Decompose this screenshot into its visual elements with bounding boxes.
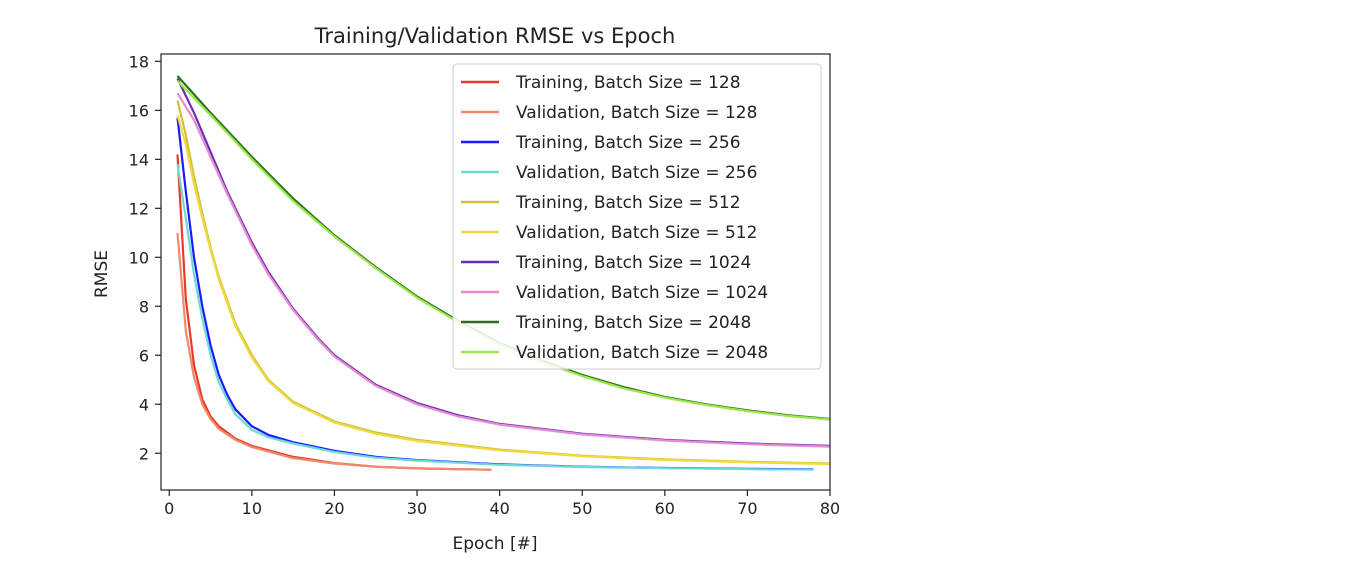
x-tick-label-20: 20 bbox=[324, 499, 344, 518]
legend-label-4: Validation, Batch Size = 256 bbox=[516, 163, 757, 183]
legend-label-10: Validation, Batch Size = 2048 bbox=[516, 343, 768, 363]
series-line-8 bbox=[176, 92, 831, 448]
legend-label-7: Training, Batch Size = 1024 bbox=[515, 253, 751, 273]
series-line-4 bbox=[176, 164, 814, 471]
legend: Training, Batch Size = 128 Validation, Ba… bbox=[452, 63, 822, 370]
plot-frame bbox=[160, 53, 831, 491]
x-axis-label: Epoch [#] bbox=[453, 534, 538, 554]
y-tick-label-10: 10 bbox=[129, 248, 149, 267]
y-tick-label-6: 6 bbox=[139, 346, 149, 365]
y-tick-label-16: 16 bbox=[129, 101, 149, 120]
chart-title: Training/Validation RMSE vs Epoch bbox=[314, 24, 676, 48]
legend-label-6: Validation, Batch Size = 512 bbox=[516, 223, 757, 243]
x-tick-label-40: 40 bbox=[489, 499, 509, 518]
x-tick-label-80: 80 bbox=[820, 499, 840, 518]
series-line-2 bbox=[176, 232, 492, 471]
legend-label-2: Validation, Batch Size = 128 bbox=[516, 103, 757, 123]
series-line-6 bbox=[176, 114, 831, 466]
x-tick-label-0: 0 bbox=[164, 499, 174, 518]
y-tick-label-18: 18 bbox=[129, 52, 149, 71]
x-tick-label-10: 10 bbox=[242, 499, 262, 518]
legend-label-9: Training, Batch Size = 2048 bbox=[515, 313, 751, 333]
axes: 0 10 20 30 40 50 60 70 80 2 4 6 8 10 12 14 16 18 bbox=[129, 52, 841, 518]
y-tick-label-8: 8 bbox=[139, 297, 149, 316]
legend-label-1: Training, Batch Size = 128 bbox=[515, 73, 741, 93]
x-tick-label-30: 30 bbox=[407, 499, 427, 518]
legend-box bbox=[452, 63, 822, 370]
legend-label-3: Training, Batch Size = 256 bbox=[515, 133, 741, 153]
x-tick-label-60: 60 bbox=[655, 499, 675, 518]
legend-label-5: Training, Batch Size = 512 bbox=[515, 193, 741, 213]
y-tick-label-4: 4 bbox=[139, 395, 149, 414]
y-tick-label-12: 12 bbox=[129, 199, 149, 218]
y-axis-label: RMSE bbox=[92, 250, 112, 298]
y-tick-label-2: 2 bbox=[139, 444, 149, 463]
x-tick-label-70: 70 bbox=[737, 499, 757, 518]
y-tick-label-14: 14 bbox=[129, 150, 149, 169]
x-tick-label-50: 50 bbox=[572, 499, 592, 518]
legend-label-8: Validation, Batch Size = 1024 bbox=[516, 283, 768, 303]
